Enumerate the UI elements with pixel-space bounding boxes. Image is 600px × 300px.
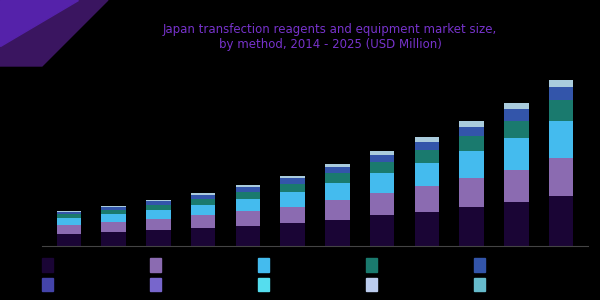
Bar: [56, 212, 81, 214]
Bar: [325, 220, 350, 246]
Bar: [415, 142, 439, 150]
Bar: [460, 207, 484, 246]
Bar: [56, 214, 81, 218]
Bar: [56, 211, 81, 212]
Bar: [549, 158, 574, 196]
Bar: [236, 184, 260, 187]
Text: Japan transfection reagents and equipment market size,
by method, 2014 - 2025 (U: Japan transfection reagents and equipmen…: [163, 23, 497, 51]
Bar: [280, 178, 305, 184]
Bar: [191, 215, 215, 229]
Bar: [504, 138, 529, 170]
Bar: [236, 199, 260, 211]
Bar: [504, 121, 529, 138]
Bar: [236, 211, 260, 226]
Bar: [504, 103, 529, 109]
Bar: [460, 151, 484, 178]
Bar: [146, 200, 170, 201]
Bar: [236, 226, 260, 246]
Bar: [146, 230, 170, 246]
Bar: [460, 122, 484, 127]
Bar: [236, 192, 260, 199]
Bar: [101, 232, 126, 246]
Bar: [460, 136, 484, 151]
Bar: [280, 176, 305, 178]
Bar: [549, 122, 574, 158]
Bar: [370, 173, 394, 194]
Bar: [101, 206, 126, 207]
Bar: [460, 178, 484, 207]
Bar: [415, 212, 439, 246]
Bar: [415, 137, 439, 142]
Bar: [370, 215, 394, 246]
Bar: [101, 214, 126, 222]
Bar: [325, 200, 350, 220]
Bar: [549, 196, 574, 246]
Bar: [370, 162, 394, 173]
Bar: [280, 206, 305, 223]
Bar: [236, 187, 260, 192]
Bar: [101, 210, 126, 214]
Polygon shape: [0, 0, 108, 66]
Bar: [146, 219, 170, 230]
Bar: [56, 234, 81, 246]
Bar: [191, 194, 215, 195]
Bar: [280, 192, 305, 206]
Bar: [191, 205, 215, 215]
Bar: [325, 183, 350, 200]
Bar: [415, 163, 439, 186]
Bar: [280, 223, 305, 246]
Bar: [191, 195, 215, 199]
Bar: [56, 218, 81, 225]
Bar: [146, 210, 170, 219]
Bar: [549, 80, 574, 87]
Bar: [101, 222, 126, 232]
Bar: [415, 150, 439, 163]
Bar: [549, 100, 574, 122]
Bar: [325, 167, 350, 173]
Bar: [460, 127, 484, 136]
Bar: [370, 194, 394, 215]
Bar: [370, 155, 394, 162]
Bar: [191, 229, 215, 246]
Bar: [325, 164, 350, 167]
Bar: [191, 199, 215, 205]
Bar: [370, 151, 394, 155]
Bar: [56, 225, 81, 234]
Bar: [146, 201, 170, 205]
Bar: [504, 170, 529, 202]
Bar: [504, 109, 529, 121]
Bar: [101, 207, 126, 210]
Polygon shape: [0, 0, 78, 46]
Bar: [549, 87, 574, 101]
Bar: [415, 186, 439, 212]
Bar: [504, 202, 529, 246]
Bar: [146, 205, 170, 210]
Bar: [280, 184, 305, 192]
Bar: [325, 173, 350, 183]
